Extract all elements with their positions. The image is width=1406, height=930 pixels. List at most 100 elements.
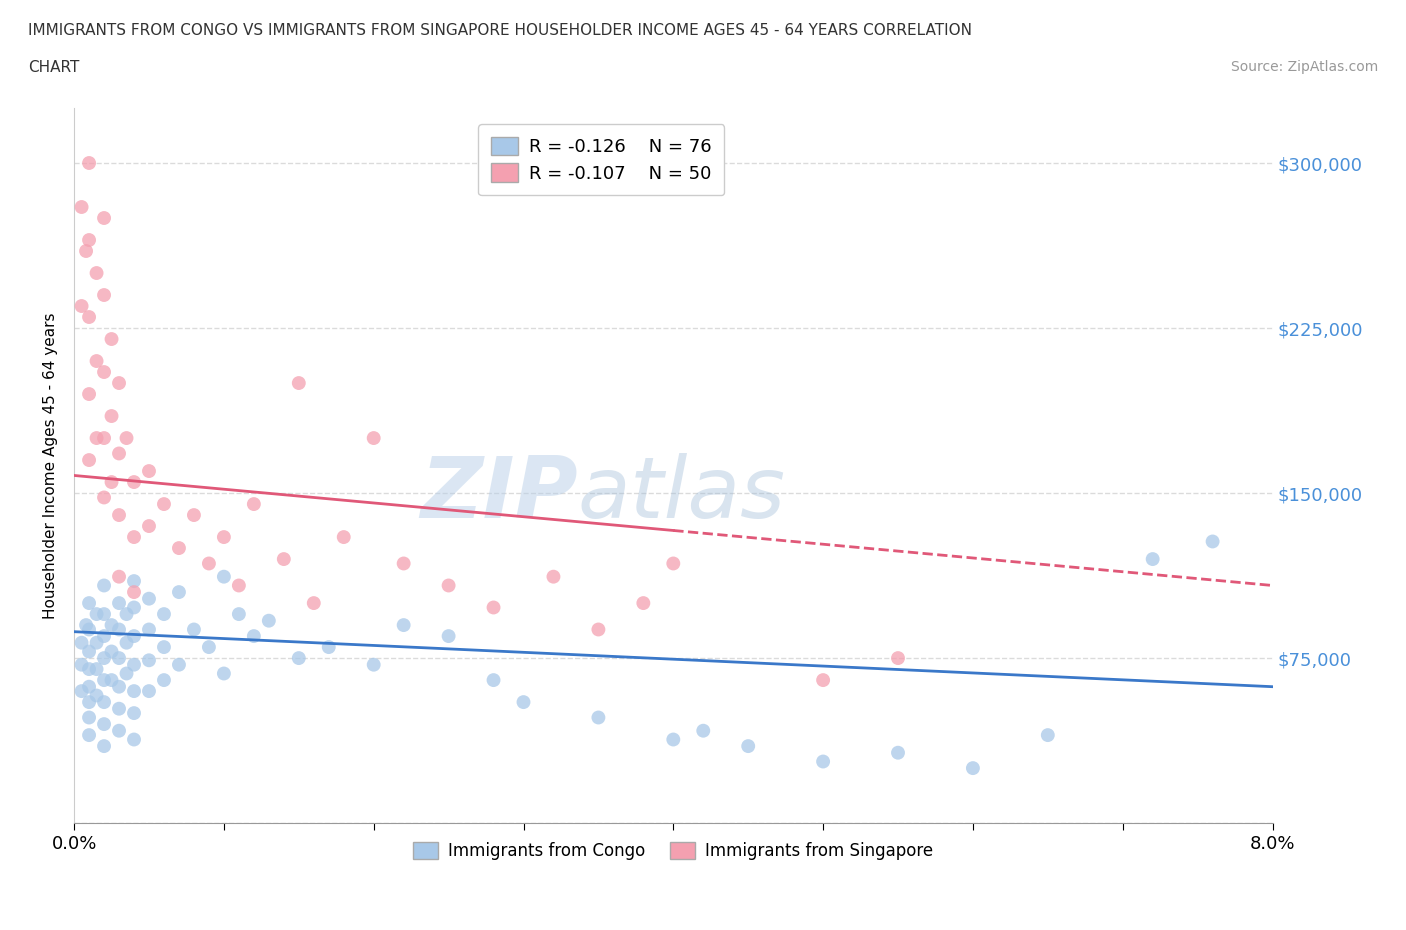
Point: [1201, 534, 1223, 549]
Point: [153, 606, 176, 621]
Point: [363, 658, 385, 672]
Point: [482, 672, 505, 687]
Point: [153, 497, 176, 512]
Point: [108, 622, 131, 637]
Point: [100, 672, 122, 687]
Point: [86, 635, 108, 650]
Point: [737, 738, 759, 753]
Point: [273, 551, 295, 566]
Point: [93, 629, 115, 644]
Point: [257, 613, 280, 628]
Point: [108, 376, 131, 391]
Point: [392, 618, 415, 632]
Point: [77, 727, 100, 742]
Point: [115, 606, 138, 621]
Point: [138, 684, 160, 698]
Point: [93, 287, 115, 302]
Point: [86, 606, 108, 621]
Point: [662, 556, 685, 571]
Point: [588, 711, 610, 725]
Point: [392, 556, 415, 571]
Point: [108, 569, 131, 584]
Point: [887, 745, 910, 760]
Point: [93, 210, 115, 225]
Point: [93, 651, 115, 666]
Point: [70, 658, 93, 672]
Point: [108, 701, 131, 716]
Point: [75, 244, 97, 259]
Point: [122, 474, 145, 489]
Point: [108, 724, 131, 738]
Point: [122, 706, 145, 721]
Point: [70, 635, 93, 650]
Point: [108, 651, 131, 666]
Text: Source: ZipAtlas.com: Source: ZipAtlas.com: [1230, 60, 1378, 74]
Point: [86, 353, 108, 368]
Point: [100, 644, 122, 659]
Point: [77, 679, 100, 694]
Point: [70, 200, 93, 215]
Point: [811, 754, 834, 769]
Point: [228, 606, 250, 621]
Point: [115, 431, 138, 445]
Point: [122, 530, 145, 545]
Point: [93, 717, 115, 732]
Point: [153, 672, 176, 687]
Point: [138, 653, 160, 668]
Point: [543, 569, 565, 584]
Point: [77, 232, 100, 247]
Point: [70, 684, 93, 698]
Point: [243, 497, 266, 512]
Point: [108, 679, 131, 694]
Point: [100, 474, 122, 489]
Point: [108, 595, 131, 610]
Point: [662, 732, 685, 747]
Point: [332, 530, 354, 545]
Point: [1036, 727, 1059, 742]
Point: [122, 684, 145, 698]
Point: [100, 618, 122, 632]
Point: [302, 595, 325, 610]
Point: [86, 661, 108, 676]
Point: [363, 431, 385, 445]
Point: [228, 578, 250, 593]
Point: [153, 640, 176, 655]
Point: [962, 761, 984, 776]
Point: [811, 672, 834, 687]
Point: [77, 387, 100, 402]
Point: [198, 556, 221, 571]
Text: ZIP: ZIP: [420, 453, 578, 536]
Point: [1142, 551, 1164, 566]
Point: [122, 574, 145, 589]
Point: [93, 490, 115, 505]
Point: [138, 591, 160, 606]
Point: [138, 464, 160, 479]
Text: CHART: CHART: [28, 60, 80, 75]
Point: [77, 453, 100, 468]
Point: [212, 569, 235, 584]
Point: [633, 595, 655, 610]
Y-axis label: Householder Income Ages 45 - 64 years: Householder Income Ages 45 - 64 years: [44, 312, 58, 618]
Point: [77, 711, 100, 725]
Point: [86, 688, 108, 703]
Point: [138, 519, 160, 534]
Point: [93, 672, 115, 687]
Point: [77, 155, 100, 170]
Point: [437, 629, 460, 644]
Point: [183, 622, 205, 637]
Point: [887, 651, 910, 666]
Point: [86, 266, 108, 281]
Point: [243, 629, 266, 644]
Point: [100, 408, 122, 423]
Point: [138, 622, 160, 637]
Text: atlas: atlas: [578, 453, 786, 536]
Point: [86, 431, 108, 445]
Point: [70, 299, 93, 313]
Point: [588, 622, 610, 637]
Point: [108, 446, 131, 461]
Point: [212, 530, 235, 545]
Point: [122, 600, 145, 615]
Point: [122, 585, 145, 600]
Point: [167, 585, 190, 600]
Point: [122, 732, 145, 747]
